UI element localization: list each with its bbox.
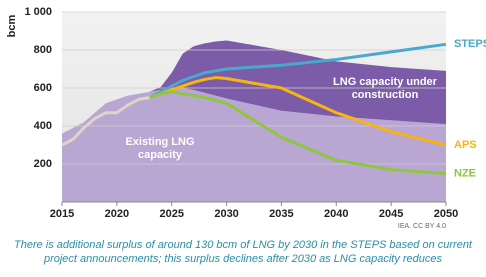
x-tick-label: 2050	[434, 208, 458, 220]
series-label: APS	[454, 139, 477, 151]
y-tick-label: 400	[34, 120, 52, 132]
area	[62, 88, 446, 202]
y-axis-label: bcm	[6, 14, 18, 37]
line	[149, 76, 447, 147]
area-label: LNG capacity under construction	[333, 76, 437, 101]
area-label: Existing LNG capacity	[125, 136, 195, 161]
y-tick-label: 600	[34, 82, 52, 94]
caption: There is additional surplus of around 13…	[14, 239, 472, 265]
x-tick-label: 2015	[50, 208, 74, 220]
area	[62, 40, 446, 134]
line	[149, 90, 447, 175]
chart: bcm IEA. CC BY 4.0 200 400 600 800 1 000 2015…	[6, 6, 486, 230]
source: IEA. CC BY 4.0	[398, 223, 446, 230]
x-tick-label: 2030	[214, 208, 238, 220]
series-label: NZE	[454, 167, 476, 179]
y-tick-label: 800	[34, 44, 52, 56]
line	[149, 42, 447, 99]
x-tick-label: 2025	[159, 208, 183, 220]
x-tick-label: 2045	[379, 208, 403, 220]
line	[61, 96, 151, 147]
x-tick-label: 2020	[105, 208, 129, 220]
x-tick-label: 2035	[269, 208, 293, 220]
y-tick-label: 1 000	[24, 6, 52, 18]
series-label: STEPS	[454, 38, 486, 50]
x-tick-label: 2040	[324, 208, 348, 220]
y-tick-label: 200	[34, 158, 52, 170]
